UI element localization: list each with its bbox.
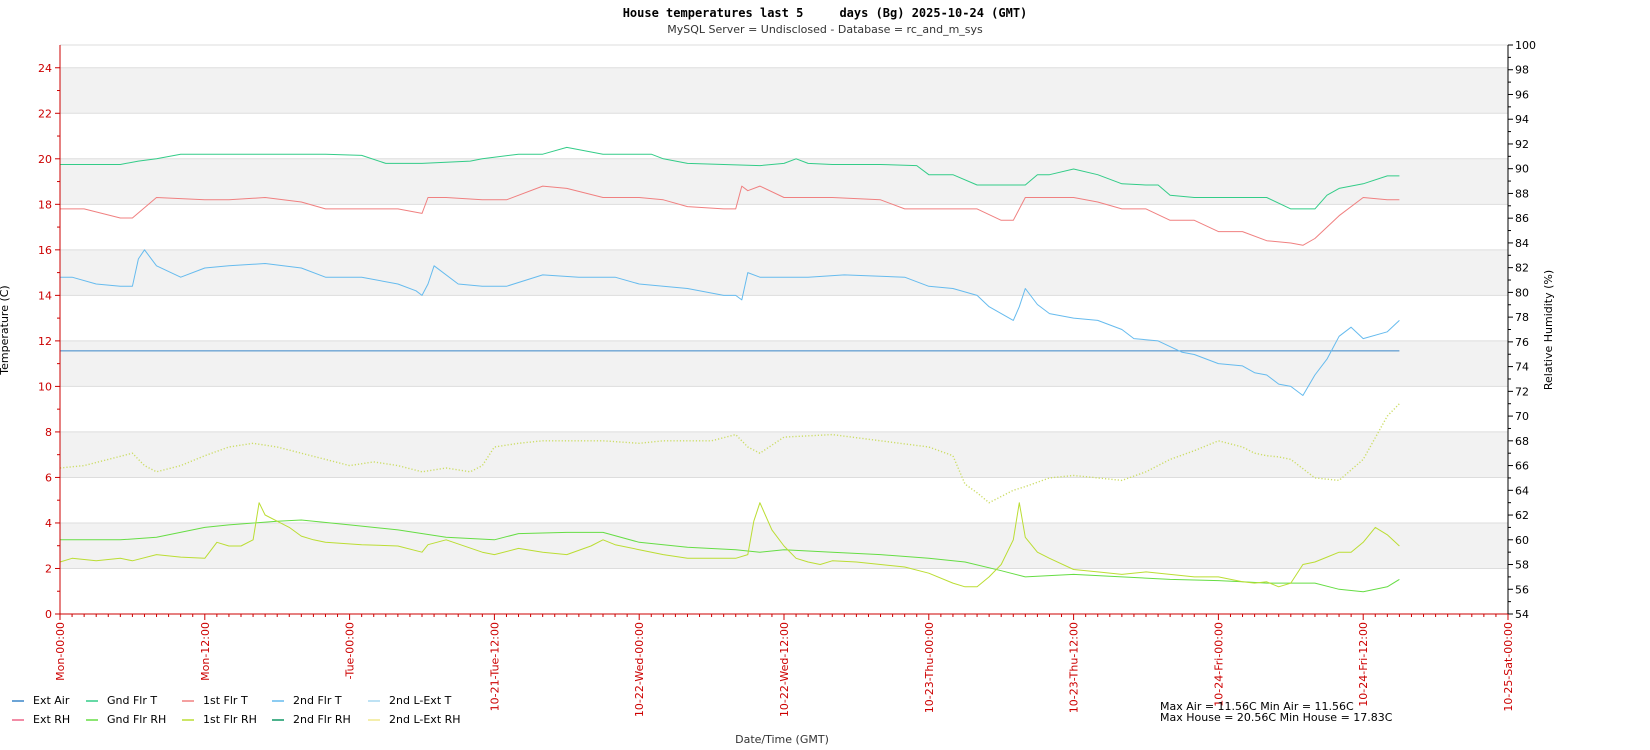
x-tick-label: 10-24-Fri-00:00 [1212,622,1225,707]
series-line-1st-flr-rh [59,502,1400,588]
y-tick-label-left: 2 [45,562,52,575]
grid-bands [60,44,1508,615]
y-tick-label-right: 80 [1515,286,1529,299]
y-tick-label-right: 94 [1515,113,1529,126]
y-tick-label-right: 68 [1515,435,1529,448]
y-tick-label-right: 60 [1515,534,1529,547]
legend: Ext Air Gnd Flr T 1st Flr T 2nd Flr T 2nd L-… [12,694,461,726]
legend-label: Gnd Flr RH [107,713,166,726]
y-tick-label-left: 18 [38,198,52,211]
y-tick-label-right: 100 [1515,39,1536,52]
y-tick-label-left: 4 [45,517,52,530]
y-tick-label-right: 54 [1515,608,1529,621]
x-tick-label: 10-22-Wed-00:00 [633,622,646,717]
y-tick-label-left: 16 [38,244,52,257]
x-tick-label: 10-25-Sat-00:00 [1502,622,1515,712]
y-tick-label-right: 90 [1515,163,1529,176]
y-tick-label-left: 24 [38,62,52,75]
y-tick-label-right: 70 [1515,410,1529,423]
x-tick-label: -Tue-00:00 [344,622,357,679]
y-tick-label-right: 82 [1515,262,1529,275]
y-tick-label-right: 72 [1515,385,1529,398]
series-lines [59,146,1400,593]
x-tick-label: 10-24-Fri-12:00 [1357,622,1370,707]
grid-band [60,249,1508,296]
x-tick-label: 10-23-Thu-00:00 [923,622,936,713]
y-tick-label-left: 0 [45,608,52,621]
y-tick-label-right: 62 [1515,509,1529,522]
x-axis-label: Date/Time (GMT) [735,733,829,746]
legend-label: 2nd Flr RH [293,713,351,726]
y-tick-label-right: 92 [1515,138,1529,151]
y-tick-label-right: 74 [1515,361,1529,374]
grid-band [60,340,1508,387]
legend-label: 2nd Flr T [293,694,342,707]
chart-title: House temperatures last 5 days (Bg) 2025… [623,6,1028,20]
y-tick-label-left: 8 [45,426,52,439]
y-tick-label-left: 6 [45,471,52,484]
y-tick-label-left: 20 [38,153,52,166]
y-tick-label-right: 78 [1515,311,1529,324]
y-tick-label-right: 86 [1515,212,1529,225]
legend-label: 2nd L-Ext T [389,694,452,707]
y-tick-label-right: 96 [1515,88,1529,101]
series-line-gnd-flr-rh [60,519,1400,593]
y-tick-label-left: 14 [38,289,52,302]
x-tick-label: Mon-12:00 [199,622,212,681]
y-axis-label-right: Relative Humidity (%) [1542,270,1555,390]
grid-band [60,67,1508,114]
legend-label: 1st Flr T [203,694,248,707]
series-line-gnd-flr-t [60,146,1400,210]
x-tick-label: 10-23-Thu-12:00 [1068,622,1081,713]
y-tick-label-right: 66 [1515,460,1529,473]
y-tick-label-right: 58 [1515,559,1529,572]
y-tick-label-right: 98 [1515,64,1529,77]
legend-label: 2nd L-Ext RH [389,713,461,726]
y-axis-label-left: Temperature (C) [0,285,11,375]
legend-label: Gnd Flr T [107,694,157,707]
legend-label: Ext Air [33,694,70,707]
stats-house: Max House = 20.56C Min House = 17.83C [1160,711,1393,724]
grid-band [60,431,1508,478]
y-tick-label-left: 12 [38,335,52,348]
y-tick-label-right: 76 [1515,336,1529,349]
y-tick-label-left: 22 [38,107,52,120]
y-tick-label-right: 64 [1515,484,1529,497]
y-tick-label-left: 10 [38,380,52,393]
legend-label: Ext RH [33,713,70,726]
stats-air: Max Air = 11.56C Min Air = 11.56C [1160,700,1354,713]
axes: 0246810121416182022245456586062646668707… [38,39,1536,717]
grid-band [60,158,1508,205]
series-line-2nd-l-ext-rh [59,403,1400,504]
legend-label: 1st Flr RH [203,713,257,726]
chart-subtitle: MySQL Server = Undisclosed - Database = … [667,23,983,36]
x-tick-label: 10-22-Wed-12:00 [778,622,791,717]
y-tick-label-right: 84 [1515,237,1529,250]
x-tick-label: 10-21-Tue-12:00 [488,622,501,711]
y-tick-label-right: 88 [1515,187,1529,200]
series-line-2nd-flr-t [60,249,1400,396]
y-tick-label-right: 56 [1515,583,1529,596]
x-tick-label: Mon-00:00 [54,622,67,681]
series-line-1st-flr-t [60,185,1400,246]
